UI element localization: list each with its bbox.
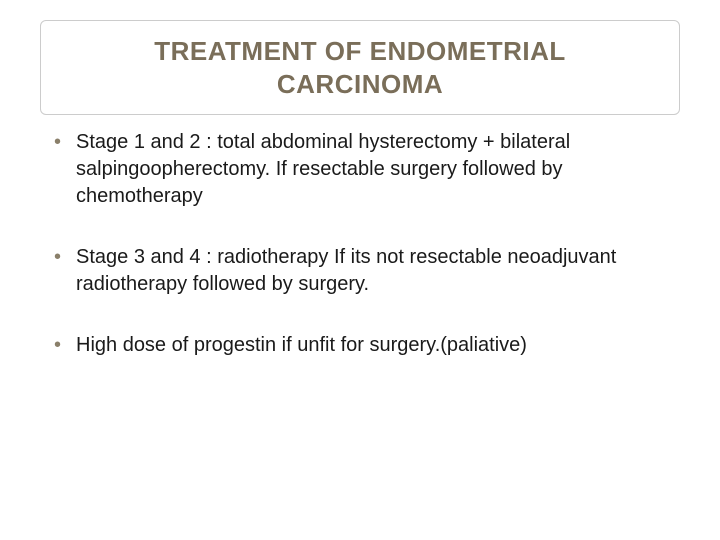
title-box: TREATMENT OF ENDOMETRIAL CARCINOMA [40, 20, 680, 115]
list-item: Stage 3 and 4 : radiotherapy If its not … [50, 244, 680, 298]
title-line-1: TREATMENT OF ENDOMETRIAL [154, 36, 566, 66]
slide-title: TREATMENT OF ENDOMETRIAL CARCINOMA [61, 35, 659, 100]
list-item: Stage 1 and 2 : total abdominal hysterec… [50, 129, 680, 210]
slide-container: TREATMENT OF ENDOMETRIAL CARCINOMA Stage… [0, 0, 720, 540]
title-line-2: CARCINOMA [277, 69, 443, 99]
list-item: High dose of progestin if unfit for surg… [50, 332, 680, 359]
bullet-list: Stage 1 and 2 : total abdominal hysterec… [40, 129, 680, 359]
